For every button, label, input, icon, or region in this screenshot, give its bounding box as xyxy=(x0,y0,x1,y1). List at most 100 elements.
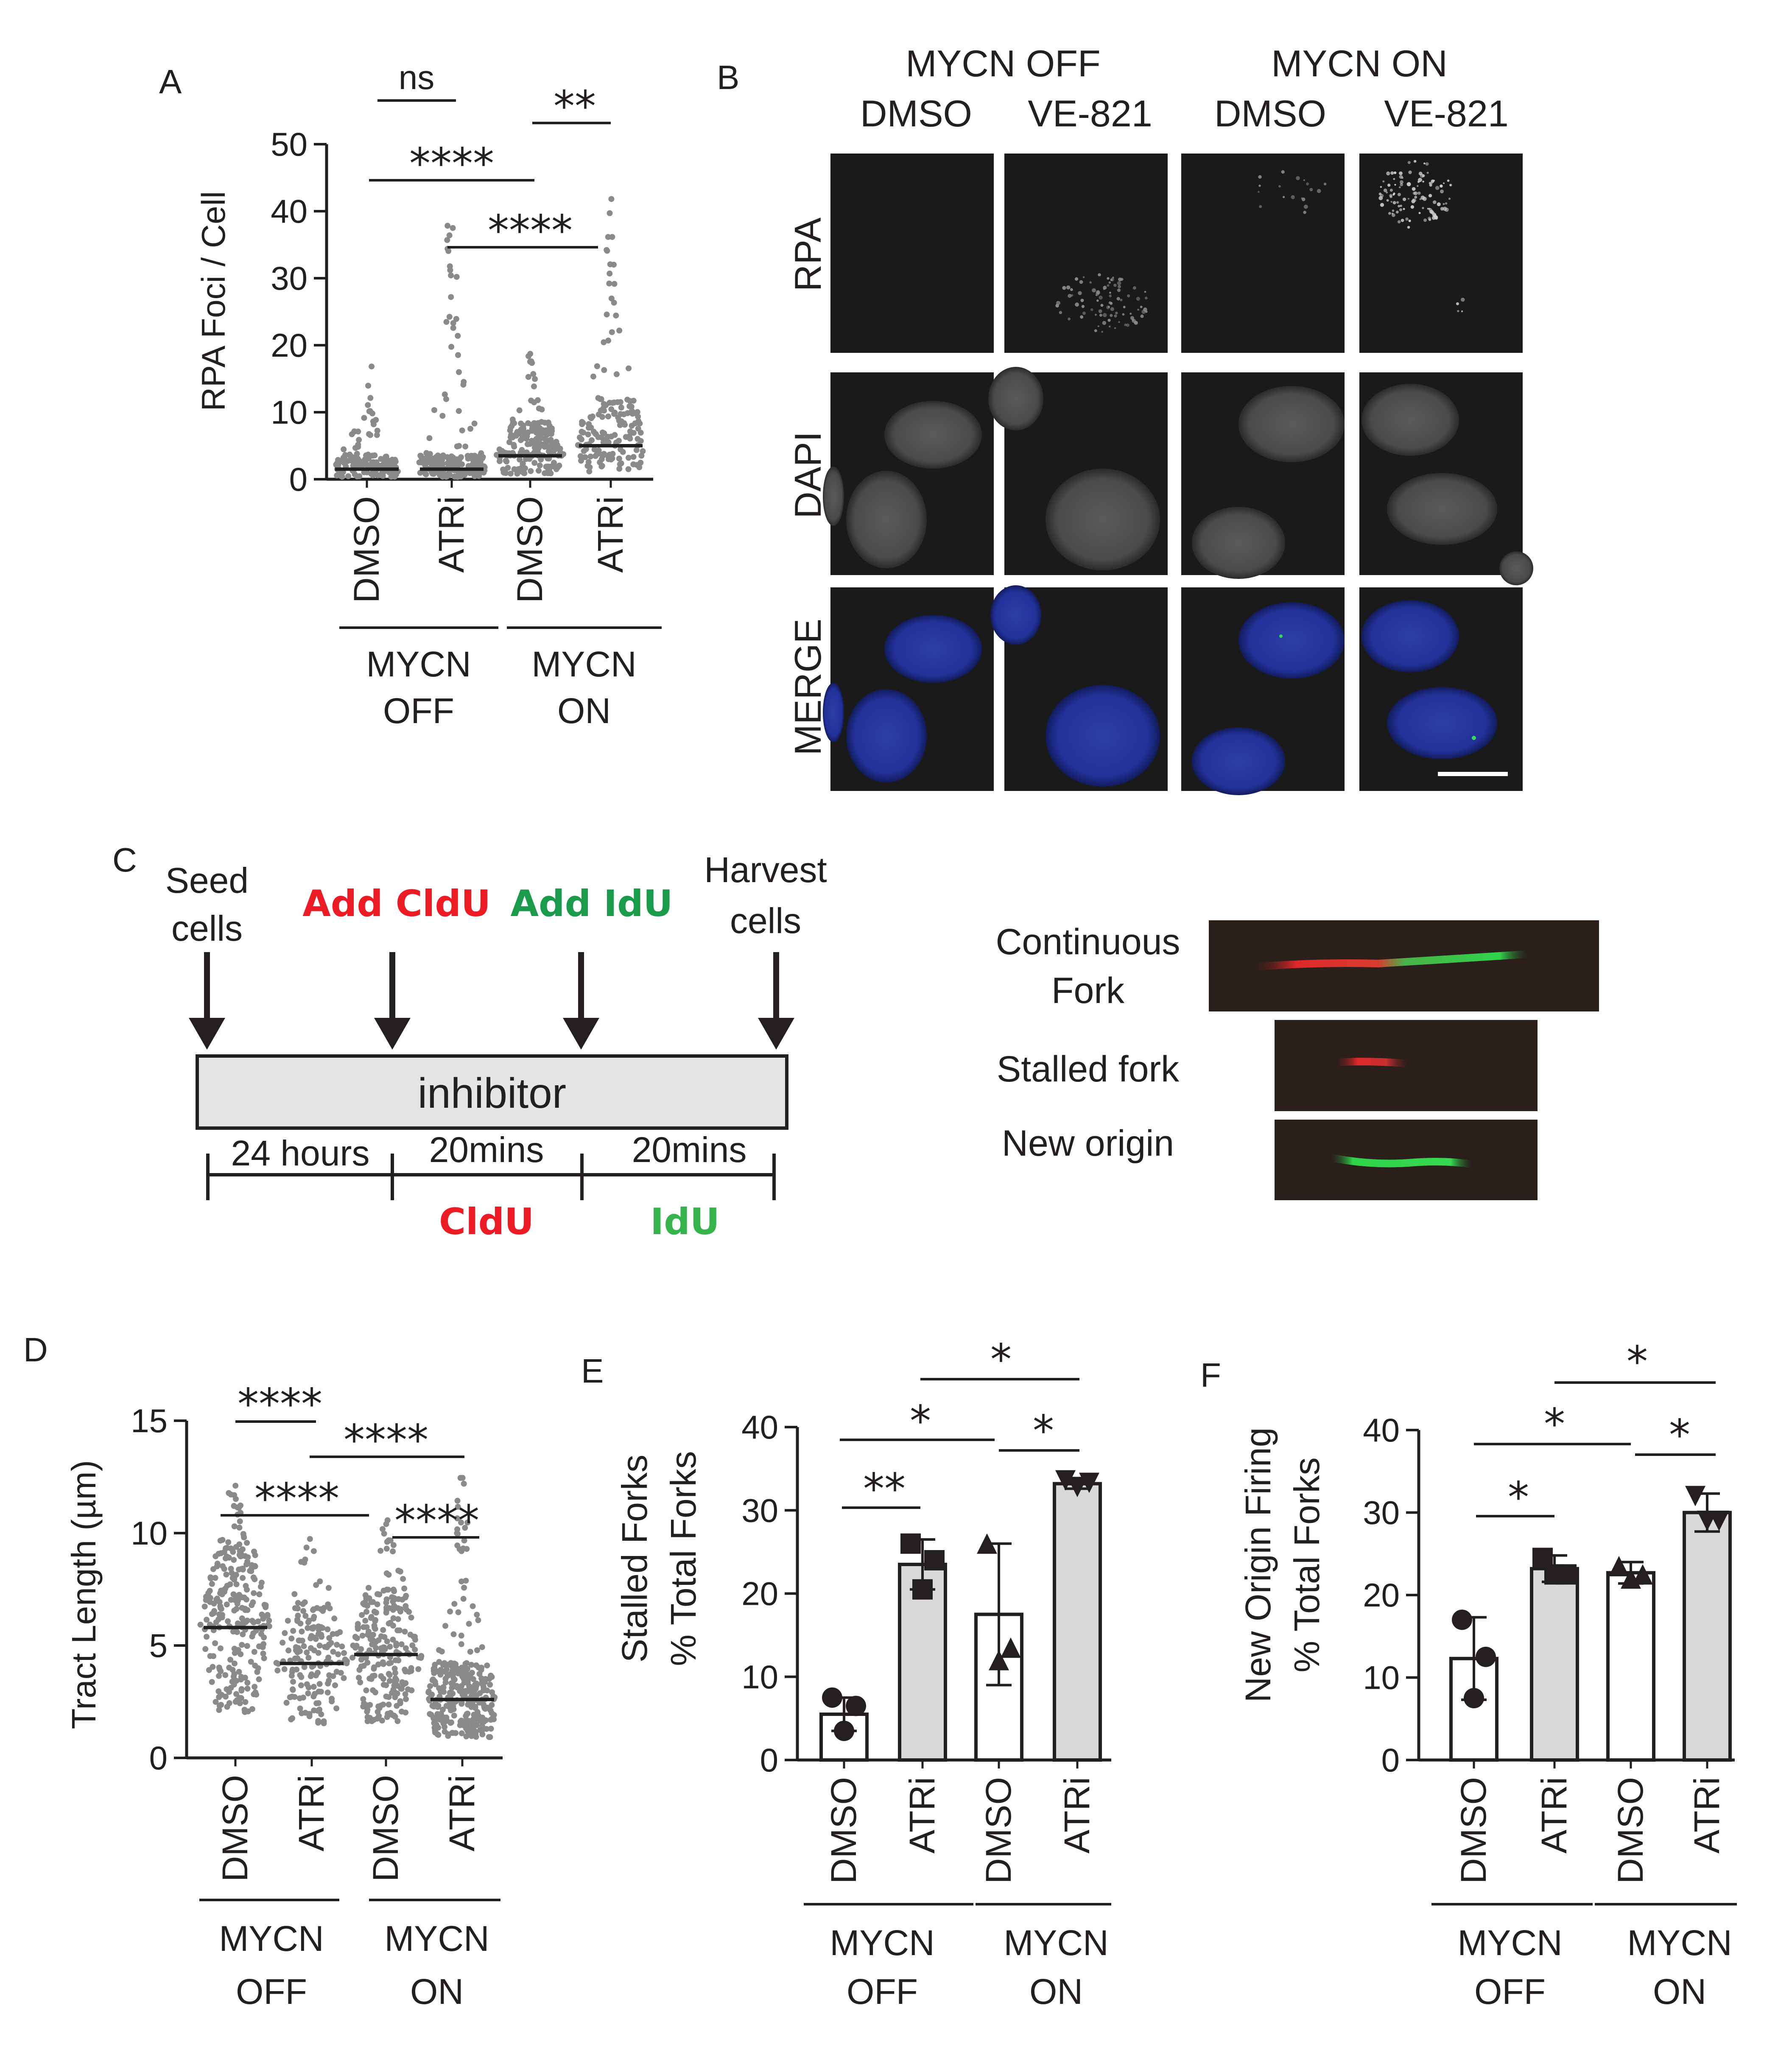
data-point xyxy=(226,1689,232,1695)
data-point xyxy=(245,1708,251,1715)
data-point xyxy=(307,1536,313,1542)
data-point xyxy=(380,1659,386,1665)
group-labels-f: MYCN OFF MYCN ON xyxy=(1431,1903,1737,2011)
x-tick-label: ATRi xyxy=(590,496,630,573)
data-point xyxy=(212,1640,218,1646)
data-point xyxy=(460,382,467,388)
rpa-focus xyxy=(1386,171,1390,176)
data-point xyxy=(365,451,371,458)
data-point xyxy=(638,453,645,459)
data-point xyxy=(244,1685,251,1692)
data-point xyxy=(285,1647,292,1654)
data-point xyxy=(364,1714,371,1720)
group-label: ON xyxy=(1029,1972,1083,2011)
rpa-focus xyxy=(1115,311,1118,315)
data-point xyxy=(356,437,362,443)
data-point xyxy=(296,1695,303,1701)
data-point xyxy=(338,1670,344,1676)
data-point xyxy=(218,1614,224,1620)
data-point xyxy=(520,432,526,438)
data-point xyxy=(381,1531,387,1537)
rpa-focus xyxy=(1098,309,1102,313)
data-point xyxy=(305,1625,311,1631)
rpa-focus xyxy=(1449,184,1452,187)
group-label: ON xyxy=(1653,1972,1706,2011)
data-point xyxy=(454,443,460,450)
rpa-focus xyxy=(1434,216,1438,220)
data-point xyxy=(609,234,615,240)
data-point xyxy=(484,1704,491,1711)
rpa-focus xyxy=(1323,182,1327,186)
sig-e-4: * xyxy=(990,1335,1012,1384)
data-point xyxy=(471,1683,478,1690)
data-point xyxy=(594,448,601,455)
data-point xyxy=(534,397,541,403)
image-rpa-on-dmso xyxy=(1181,154,1345,353)
data-point xyxy=(297,1620,304,1627)
rpa-focus xyxy=(1399,175,1403,179)
rpa-focus xyxy=(1390,201,1392,203)
y-tick-label: 0 xyxy=(1381,1741,1400,1779)
data-point xyxy=(453,274,460,280)
data-point xyxy=(450,320,456,326)
data-point xyxy=(635,436,641,442)
data-point xyxy=(618,446,624,453)
step-seed-line2: cells xyxy=(171,908,243,948)
y-tick-label: 5 xyxy=(149,1627,168,1664)
data-point xyxy=(454,1685,461,1691)
data-point xyxy=(354,450,360,457)
sig-e-2: * xyxy=(910,1396,931,1446)
data-point xyxy=(605,234,611,240)
data-point xyxy=(598,396,604,402)
data-point xyxy=(588,415,594,422)
data-point xyxy=(351,428,358,435)
data-point xyxy=(375,1661,382,1668)
rpa-focus xyxy=(1296,176,1300,180)
data-point xyxy=(478,1728,485,1735)
rpa-focus xyxy=(1399,171,1403,175)
data-point xyxy=(374,463,380,469)
data-point xyxy=(423,471,429,478)
rpa-focus xyxy=(1309,188,1313,192)
data-point xyxy=(474,1647,480,1654)
data-point xyxy=(219,1537,226,1543)
data-point xyxy=(319,1634,325,1640)
rpa-focus xyxy=(1108,281,1111,284)
rpa-focus xyxy=(1136,296,1141,301)
data-point xyxy=(362,456,368,463)
data-point xyxy=(491,1712,497,1718)
data-point xyxy=(450,457,457,464)
data-point xyxy=(390,1615,397,1621)
data-point xyxy=(358,1646,364,1652)
rpa-focus xyxy=(1259,205,1262,208)
x-tick-label: DMSO xyxy=(510,496,550,603)
data-point xyxy=(298,1682,304,1688)
rpa-focus xyxy=(1428,217,1431,220)
data-point xyxy=(401,1585,408,1592)
data-point xyxy=(217,1645,224,1651)
sig-f-3: * xyxy=(1669,1410,1690,1460)
panel-letter-a: A xyxy=(159,63,182,101)
data-point xyxy=(454,1515,461,1522)
data-point xyxy=(213,1619,219,1626)
rpa-focus xyxy=(1110,314,1113,317)
image-rpa-on-ve821 xyxy=(1359,154,1523,353)
data-point xyxy=(403,1696,409,1702)
x-tick-label: DMSO xyxy=(824,1777,864,1884)
rpa-focus xyxy=(1396,201,1399,204)
data-point xyxy=(507,427,513,433)
rpa-focus xyxy=(1394,184,1396,186)
rpa-focus xyxy=(1412,191,1416,195)
data-point xyxy=(454,1497,461,1504)
data-point xyxy=(320,1608,326,1614)
data-point xyxy=(240,1534,247,1540)
data-point xyxy=(486,1676,492,1682)
data-point xyxy=(606,280,612,287)
rpa-focus xyxy=(1412,198,1415,201)
data-point xyxy=(197,1621,204,1628)
data-point xyxy=(223,1693,229,1700)
data-point xyxy=(331,1615,338,1622)
group-label: MYCN xyxy=(384,1919,489,1958)
x-tick-label: DMSO xyxy=(366,1775,405,1882)
rpa-focus xyxy=(1102,313,1107,318)
